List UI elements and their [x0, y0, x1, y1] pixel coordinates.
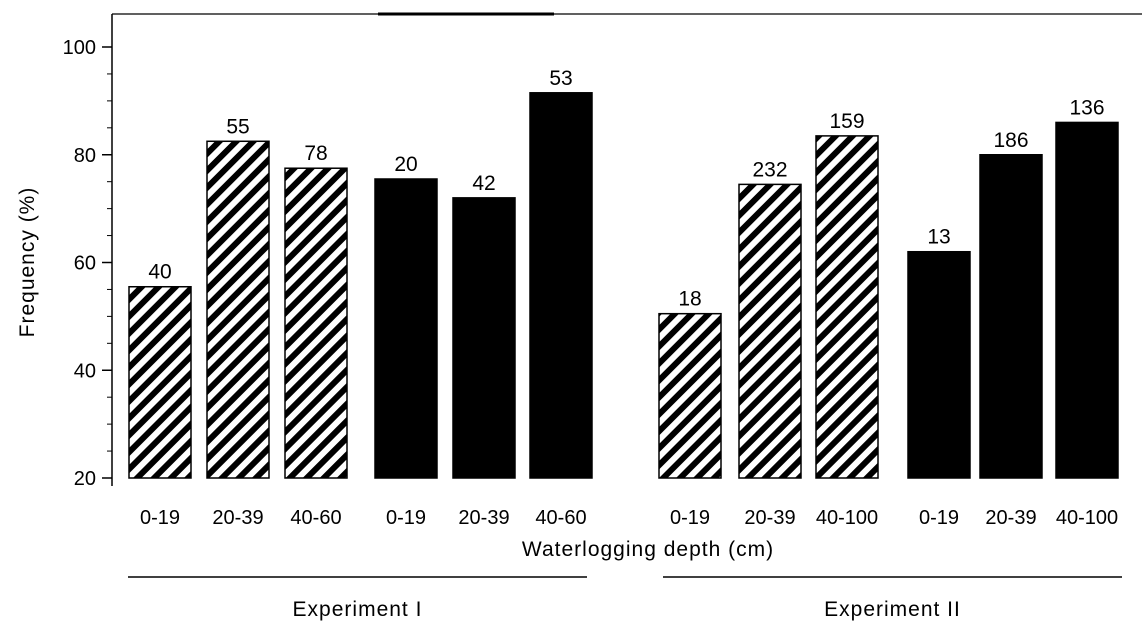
bar-data-label: 42 — [472, 172, 495, 195]
x-tick-label: 20-39 — [212, 507, 263, 529]
labels: 20 40 60 80 100 Frequency (%) 40 0-19 55 20-39 78 4… — [16, 37, 1118, 621]
x-tick-label: 20-39 — [744, 507, 795, 529]
bar-data-label: 159 — [829, 110, 864, 133]
bar-data-label: 232 — [752, 158, 787, 181]
hatched-bar — [284, 167, 348, 479]
x-tick-label: 40-100 — [816, 507, 878, 529]
solid-bar — [452, 197, 516, 479]
x-tick-label: 40-100 — [1056, 507, 1118, 529]
bar-data-label: 40 — [148, 261, 171, 284]
solid-bar — [907, 250, 971, 479]
bar-data-label: 136 — [1069, 96, 1104, 119]
bar-data-label: 20 — [394, 153, 417, 176]
group-label: Experiment I — [293, 598, 423, 621]
bar-data-label: 53 — [549, 67, 572, 90]
x-tick-label: 0-19 — [670, 507, 710, 529]
x-tick-label: 20-39 — [985, 507, 1036, 529]
bar-data-label: 186 — [993, 129, 1028, 152]
solid-bar — [529, 92, 593, 479]
bar-data-label: 13 — [927, 226, 950, 249]
y-tick-label: 60 — [74, 253, 96, 275]
bar-data-label: 18 — [678, 288, 701, 311]
bars — [128, 92, 1119, 479]
x-axis-title: Waterlogging depth (cm) — [522, 538, 774, 561]
x-tick-label: 20-39 — [458, 507, 509, 529]
y-axis-title: Frequency (%) — [16, 187, 39, 338]
x-tick-label: 40-60 — [290, 507, 341, 529]
y-tick-label: 100 — [63, 37, 96, 59]
x-tick-label: 0-19 — [919, 507, 959, 529]
x-tick-label: 0-19 — [140, 507, 180, 529]
bar-data-label: 78 — [304, 142, 327, 165]
x-tick-label: 40-60 — [535, 507, 586, 529]
hatched-bar — [738, 183, 802, 479]
solid-bar — [374, 178, 438, 479]
hatched-bar — [658, 312, 722, 479]
bar-data-label: 55 — [226, 115, 249, 138]
group-label: Experiment II — [824, 598, 961, 621]
solid-bar — [979, 154, 1043, 479]
y-tick-label: 40 — [74, 360, 96, 382]
y-tick-label: 20 — [74, 468, 96, 490]
axes — [102, 12, 1142, 578]
hatched-bar — [815, 135, 879, 479]
hatched-bar — [128, 285, 192, 479]
x-tick-label: 0-19 — [386, 507, 426, 529]
y-tick-label: 80 — [74, 145, 96, 167]
solid-bar — [1055, 121, 1119, 479]
hatched-bar — [206, 140, 270, 479]
